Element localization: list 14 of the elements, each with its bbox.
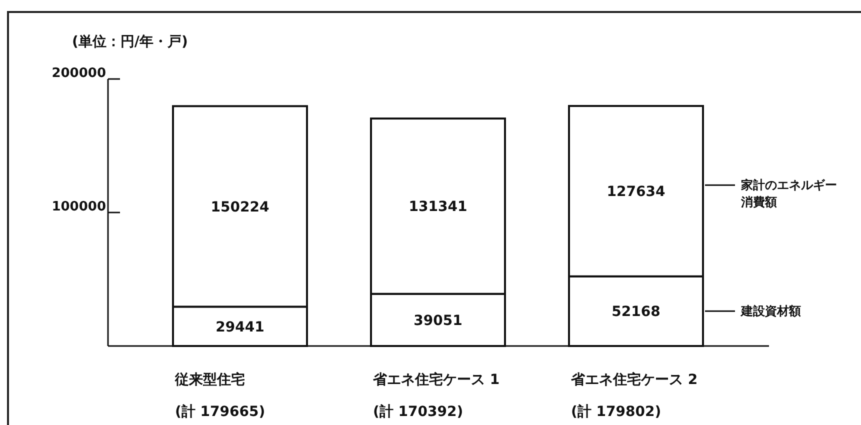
legend-label: 建設資材額 bbox=[740, 304, 801, 318]
y-tick-label: 200000 bbox=[52, 66, 106, 81]
x-tick-label: 省エネ住宅ケース 2 (計 179802) bbox=[570, 371, 698, 420]
data-label: 131341 bbox=[408, 199, 468, 216]
data-label: 127634 bbox=[606, 184, 666, 200]
data-label: 39051 bbox=[414, 312, 462, 329]
x-tick-label: 省エネ住宅ケース 1 (計 170392) bbox=[372, 371, 500, 420]
y-tick-label: 100000 bbox=[52, 200, 106, 214]
data-label: 52168 bbox=[612, 304, 660, 320]
legend-label: 家計のエネルギー消費額 bbox=[740, 178, 837, 210]
x-tick-label: 従来型住宅 (計 179665) bbox=[174, 371, 266, 420]
data-label: 29441 bbox=[216, 319, 264, 336]
data-label: 150224 bbox=[210, 199, 270, 216]
y-axis-title: (単位：円/年・戸) bbox=[72, 34, 188, 50]
